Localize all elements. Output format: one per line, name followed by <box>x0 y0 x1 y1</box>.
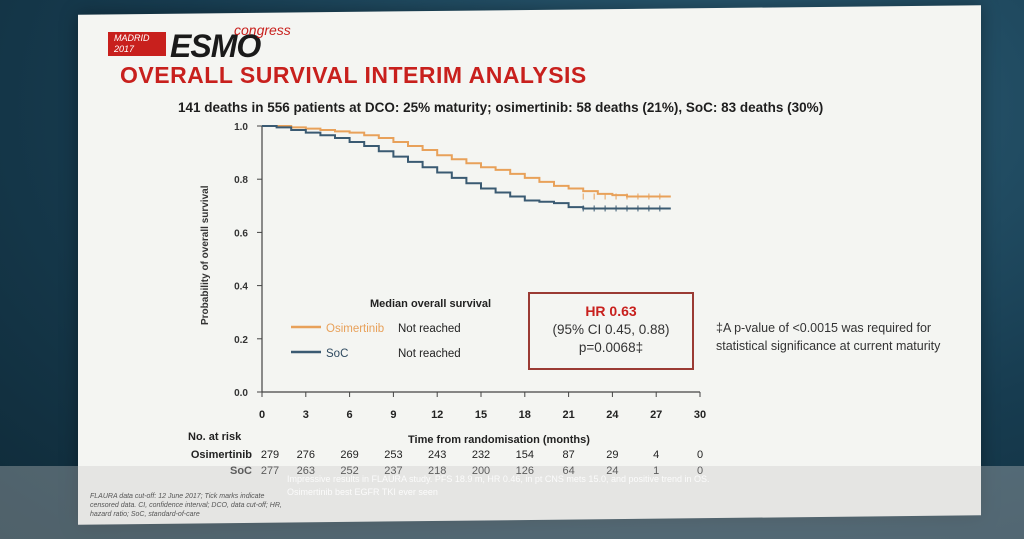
risk-value: 64 <box>562 465 575 477</box>
risk-value: 29 <box>606 449 619 461</box>
risk-value: 218 <box>428 465 447 477</box>
legend-value-soc: Not reached <box>398 348 461 360</box>
x-tick-label: 24 <box>606 409 619 421</box>
risk-value: 126 <box>515 465 534 477</box>
slide-subtitle: 141 deaths in 556 patients at DCO: 25% m… <box>178 100 824 115</box>
logo-brand: ESMO <box>170 28 261 64</box>
hazard-ratio-ci: (95% CI 0.45, 0.88) <box>552 322 670 337</box>
x-tick-label: 27 <box>650 409 662 421</box>
risk-value: 154 <box>515 449 534 461</box>
logo-year: 2017 <box>114 44 135 54</box>
risk-value: 24 <box>606 465 619 477</box>
y-tick-label: 1.0 <box>234 122 248 133</box>
legend-value-osimertinib: Not reached <box>398 323 461 335</box>
risk-value: 0 <box>696 465 704 477</box>
x-axis-label: Time from randomisation (months) <box>408 434 590 446</box>
risk-value: 243 <box>428 449 447 461</box>
x-tick-label: 12 <box>431 409 443 421</box>
y-tick-label: 0.4 <box>234 282 248 293</box>
series-line-soc <box>262 125 671 210</box>
risk-value: 237 <box>384 465 403 477</box>
p-value-footnote: ‡A p-value of <0.0015 was required for s… <box>716 321 941 353</box>
hazard-ratio-title: HR 0.63 <box>585 303 637 319</box>
risk-value: 253 <box>384 449 403 461</box>
hazard-ratio-box: HR 0.63 (95% CI 0.45, 0.88) p=0.0068‡ <box>528 292 694 370</box>
risk-value: 279 <box>260 449 280 461</box>
risk-value: 1 <box>653 465 660 477</box>
bottom-footnote: FLAURA data cut-off: 12 June 2017; Tick … <box>90 493 282 518</box>
risk-value: 4 <box>653 449 660 461</box>
risk-value: 277 <box>260 465 280 477</box>
x-tick-label: 18 <box>519 409 531 421</box>
risk-value: 232 <box>471 449 491 461</box>
x-tick-label: 6 <box>347 409 353 421</box>
caption-overlay <box>0 466 1024 539</box>
caption-text: Impressive results in FLAURA study. PFS … <box>287 474 710 497</box>
logo-city: MADRID <box>114 33 150 43</box>
risk-value: 276 <box>296 449 315 461</box>
y-tick-label: 0.6 <box>234 228 248 239</box>
legend-name-soc: SoC <box>326 348 349 360</box>
x-tick-label: 9 <box>390 409 396 421</box>
x-tick-label: 21 <box>562 409 574 421</box>
esmo-logo: MADRID 2017 ESMO congress <box>108 22 318 64</box>
risk-value: 269 <box>340 449 359 461</box>
legend-name-osimertinib: Osimertinib <box>326 323 385 335</box>
y-tick-label: 0.2 <box>234 335 248 346</box>
series-line-osimertinib <box>262 125 671 198</box>
risk-label-soc: SoC <box>230 465 252 477</box>
x-tick-label: 15 <box>475 409 487 421</box>
logo-city-box: MADRID 2017 <box>108 32 166 56</box>
risk-label-osimertinib: Osimertinib <box>190 449 252 461</box>
logo-word: congress <box>234 22 291 38</box>
legend-title: Median overall survival <box>370 298 492 310</box>
x-tick-label: 0 <box>259 409 265 421</box>
slide-title: OVERALL SURVIVAL INTERIM ANALYSIS <box>120 62 587 88</box>
risk-table-title: No. at risk <box>188 431 242 443</box>
risk-value: 87 <box>562 449 575 461</box>
y-axis-label: Probability of overall survival <box>200 185 211 326</box>
risk-value: 263 <box>296 465 315 477</box>
risk-value: 252 <box>340 465 359 477</box>
x-tick-label: 30 <box>694 409 706 421</box>
y-tick-label: 0.8 <box>234 175 248 186</box>
x-tick-label: 3 <box>303 409 309 421</box>
hazard-ratio-p: p=0.0068‡ <box>578 340 644 355</box>
risk-value: 200 <box>471 465 491 477</box>
risk-value: 0 <box>696 449 704 461</box>
y-tick-label: 0.0 <box>234 388 248 399</box>
